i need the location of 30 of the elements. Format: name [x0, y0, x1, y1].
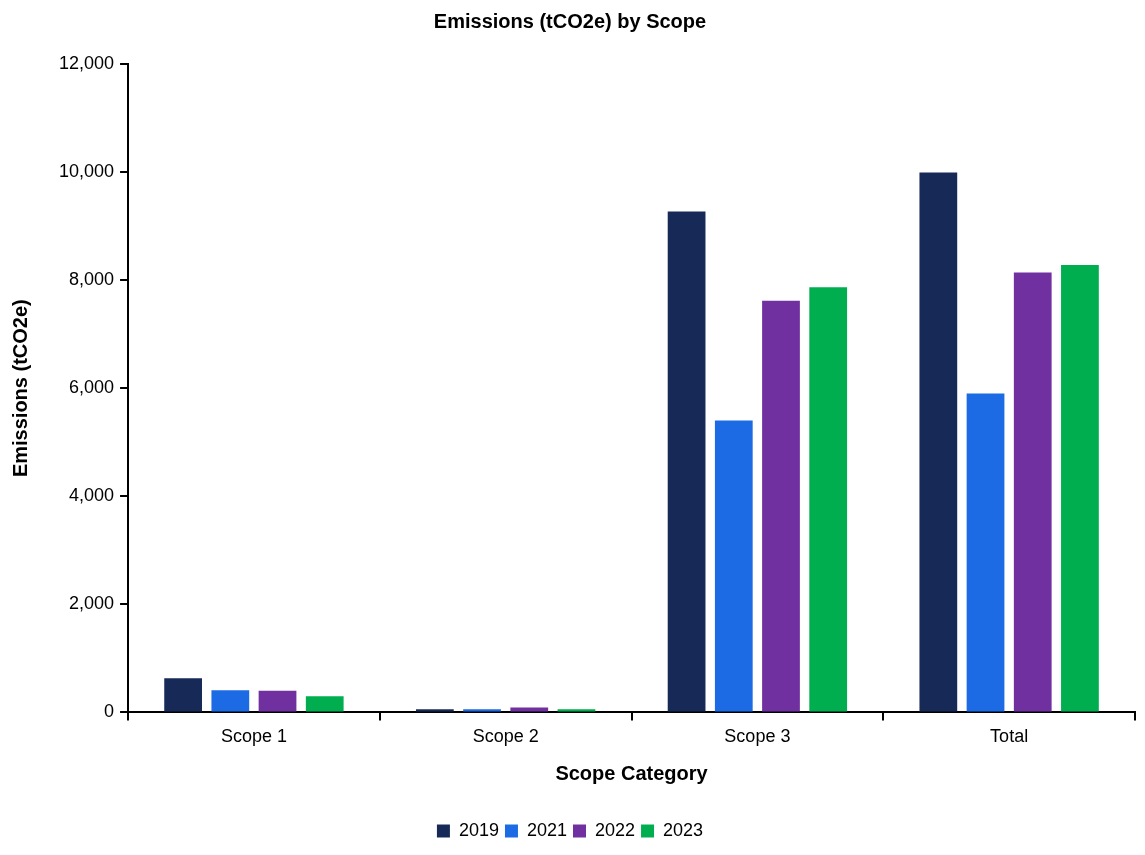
- y-tick-label: 0: [104, 701, 115, 722]
- y-tick-label: 4,000: [69, 485, 115, 506]
- y-tick-label: 10,000: [58, 161, 115, 182]
- y-tick-label: 6,000: [69, 377, 115, 398]
- bar: [667, 211, 706, 712]
- bar: [714, 420, 753, 712]
- y-tick-label: 8,000: [69, 269, 115, 290]
- bar: [809, 287, 848, 712]
- x-tick-label: Scope 2: [472, 726, 539, 747]
- bar: [1013, 272, 1052, 712]
- legend-label: 2023: [663, 819, 704, 840]
- x-tick-label: Total: [990, 726, 1029, 747]
- bar: [1061, 265, 1099, 712]
- bar: [966, 393, 1005, 712]
- bar: [164, 678, 202, 712]
- y-axis-title: Emissions (tCO2e): [8, 299, 31, 478]
- legend-label: 2022: [595, 819, 636, 840]
- legend-label: 2021: [526, 819, 567, 840]
- bar: [305, 696, 344, 712]
- bar: [762, 300, 800, 712]
- bar: [211, 690, 250, 712]
- x-tick-label: Scope 3: [724, 726, 791, 747]
- bar: [258, 690, 297, 712]
- x-tick-label: Scope 1: [220, 726, 287, 747]
- legend-label: 2019: [458, 819, 499, 840]
- y-tick-label: 2,000: [69, 593, 115, 614]
- x-axis-title: Scope Category: [555, 761, 709, 784]
- bar: [919, 172, 958, 712]
- y-tick-label: 12,000: [58, 52, 115, 73]
- chart-title: Emissions (tCO2e) by Scope: [433, 9, 707, 32]
